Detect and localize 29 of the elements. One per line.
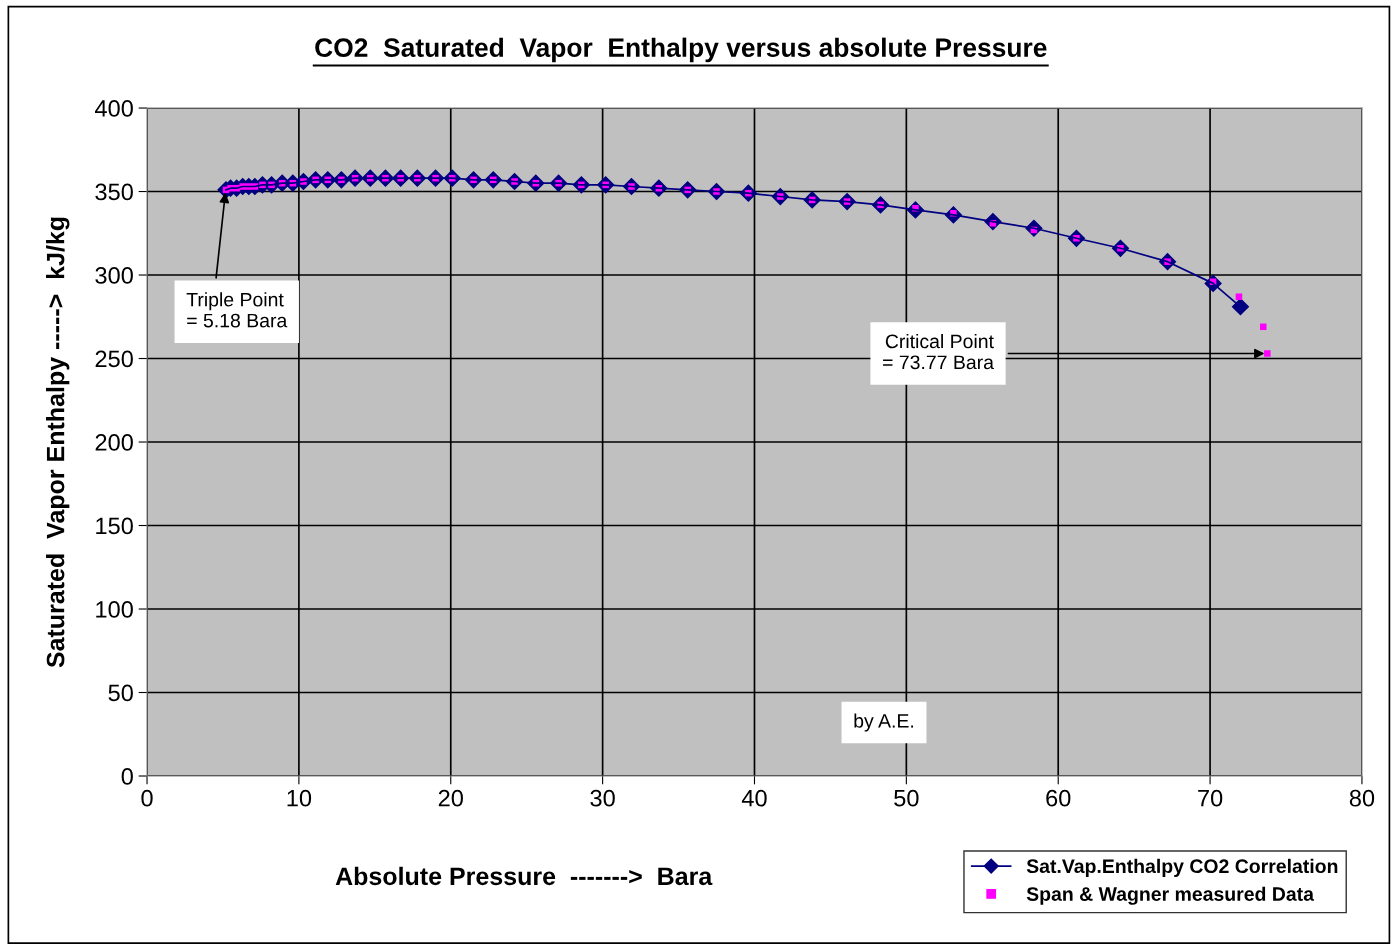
x-tick-label: 50 — [894, 789, 919, 807]
y-tick-label: 300 — [95, 267, 133, 284]
x-tick-label: 20 — [438, 789, 463, 807]
y-tick-label: 400 — [94, 100, 133, 117]
y-tick-label: 100 — [96, 601, 133, 618]
annotation: by A.E. — [854, 713, 914, 732]
y-axis-title: Saturated Vapor Enthalpy -----> kJ/kg — [46, 217, 70, 668]
point — [1235, 293, 1243, 300]
annotation: Triple Point = 5.18 Bara — [186, 292, 288, 328]
legend-label: Span & Wagner measured Data — [1026, 886, 1315, 905]
x-tick-label: 30 — [590, 789, 615, 807]
x-tick-label: 10 — [287, 789, 312, 807]
point — [1264, 350, 1271, 357]
y-tick-label: 200 — [95, 434, 133, 451]
y-tick-label: 0 — [121, 768, 133, 785]
point — [1231, 298, 1249, 316]
x-axis-title: Absolute Pressure -------> Bara — [335, 866, 713, 886]
x-tick-label: 80 — [1349, 789, 1375, 807]
x-tick-label: 60 — [1046, 789, 1071, 807]
y-tick-label: 50 — [108, 684, 133, 702]
x-tick-label: 0 — [141, 789, 153, 807]
y-tick-label: 350 — [95, 183, 133, 201]
x-tick-label: 70 — [1198, 789, 1223, 807]
y-tick-label: 150 — [96, 517, 133, 535]
y-tick-label: 250 — [95, 350, 133, 368]
chart-title: CO2 Saturated Vapor Enthalpy versus absolute Pressure — [315, 37, 1047, 63]
legend-label: Sat.Vap.Enthalpy CO2 Correlation — [1026, 858, 1338, 877]
annotation: Critical Point = 73.77 Bara — [883, 333, 994, 370]
x-tick-label: 40 — [741, 789, 767, 807]
